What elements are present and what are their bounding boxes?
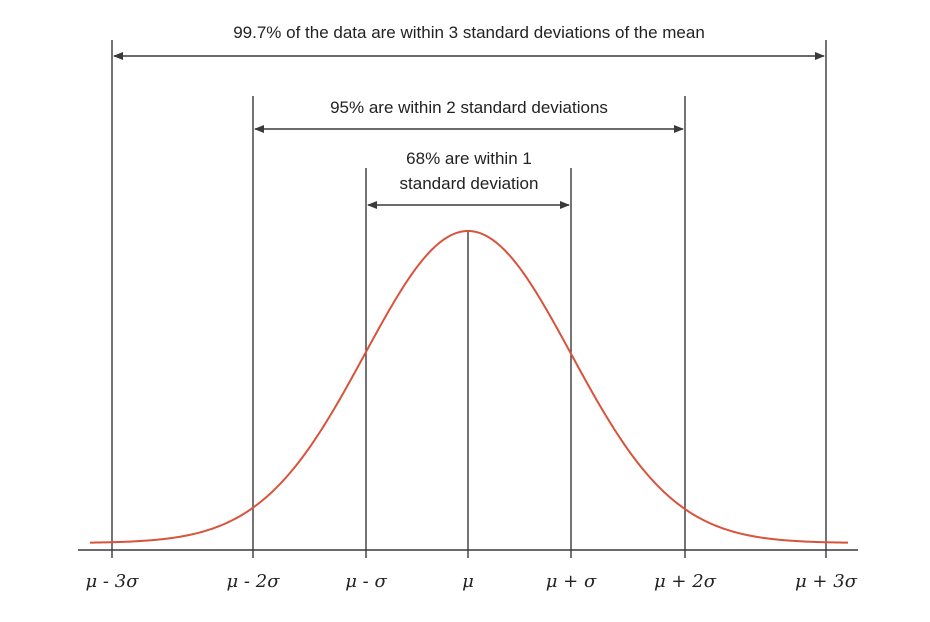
tick-label-plus-1sd: μ + σ [546, 571, 597, 592]
tick-label-minus-1sd: μ - σ [345, 571, 387, 592]
label-2sd-range: 95% are within 2 standard deviations [330, 98, 608, 117]
tick-label-minus-3sd: μ - 3σ [86, 571, 140, 592]
label-1sd-range-line1: 68% are within 1 [406, 149, 532, 168]
bell-curve [89, 229, 849, 544]
tick-label-plus-3sd: μ + 3σ [795, 571, 858, 592]
label-1sd-range-line2: standard deviation [400, 174, 539, 193]
tick-label-minus-2sd: μ - 2σ [227, 571, 281, 592]
tick-label-plus-2sd: μ + 2σ [654, 571, 717, 592]
tick-label-mean: μ [462, 571, 474, 592]
label-3sd-range: 99.7% of the data are within 3 standard … [233, 23, 705, 42]
